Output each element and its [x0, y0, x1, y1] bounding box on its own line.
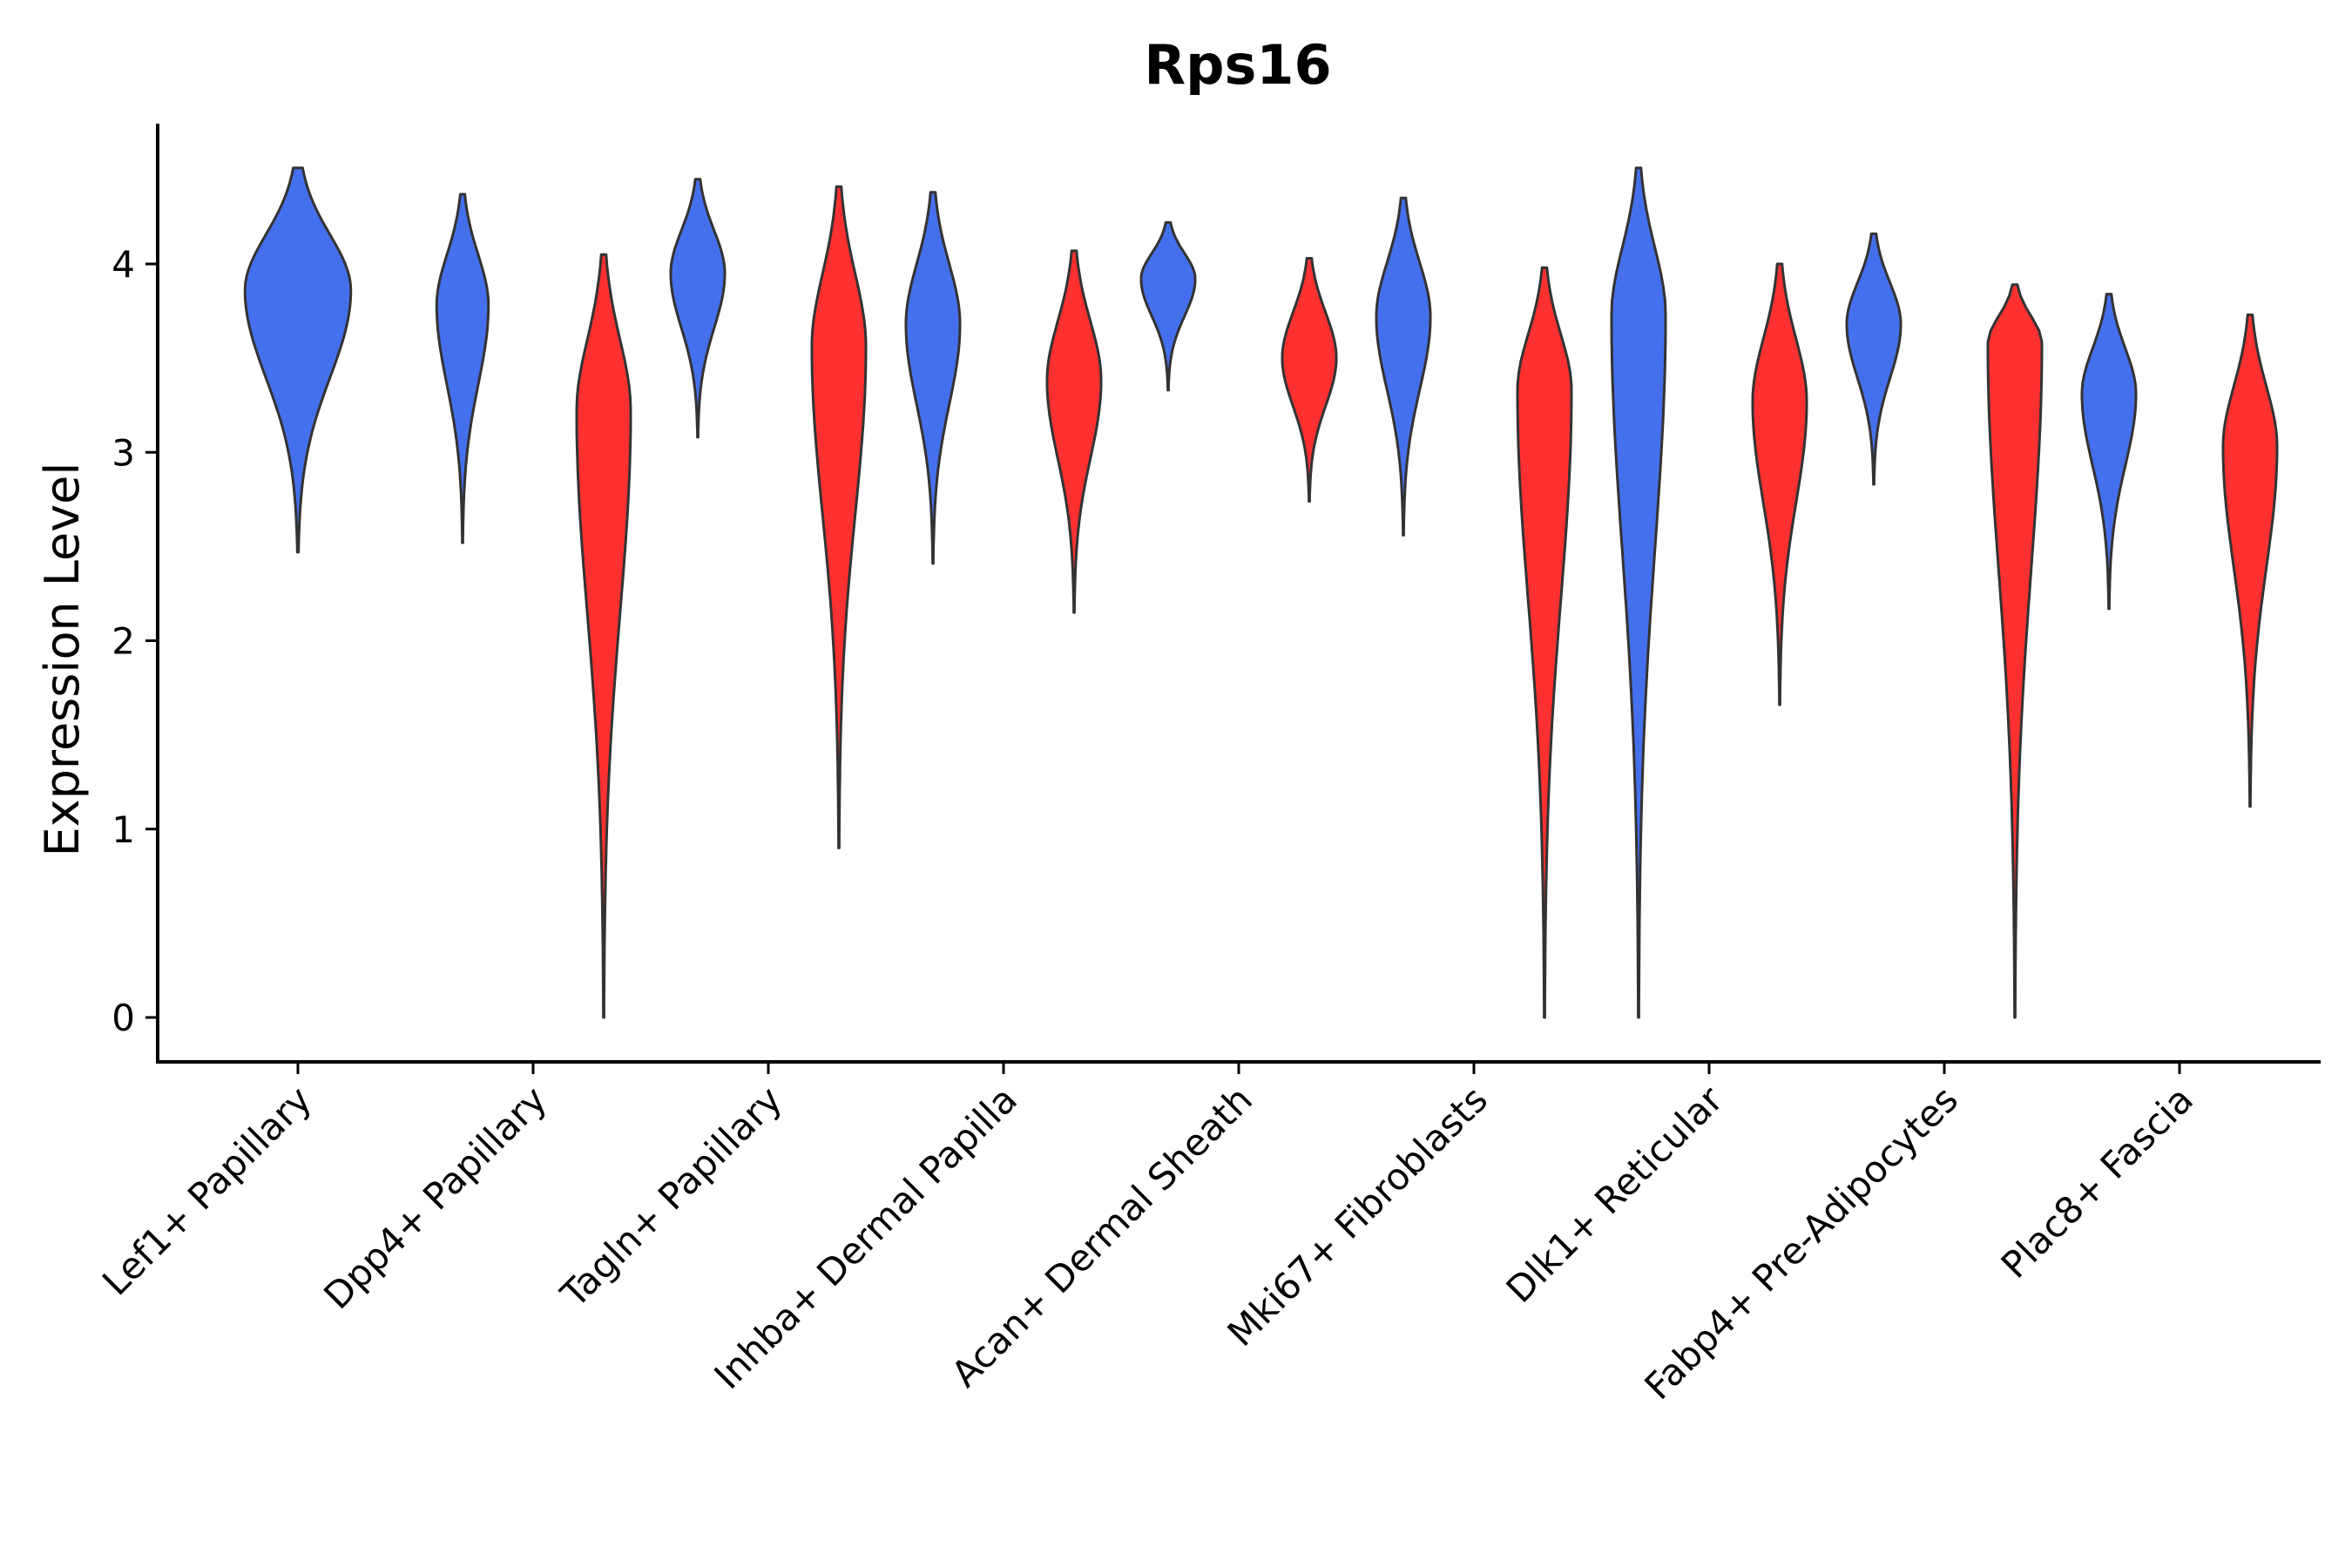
violin-1-1 [575, 253, 632, 1019]
violin-1-0 [435, 193, 490, 544]
violin-7-1 [1986, 283, 2044, 1019]
violin-2-0 [669, 178, 727, 439]
chart-title: Rps16 [1144, 33, 1331, 97]
violin-8-0 [2080, 293, 2138, 611]
violin-8-1 [2221, 313, 2279, 808]
y-tick-label: 4 [112, 243, 135, 286]
violin-4-0 [1139, 220, 1197, 392]
violin-6-1 [1751, 262, 1808, 706]
violins-group [243, 166, 2279, 1019]
violin-0-0 [243, 166, 353, 554]
violin-5-0 [1375, 196, 1432, 537]
violin-5-1 [1516, 266, 1573, 1019]
x-category-label: Lef1+ Papillary [94, 1078, 320, 1303]
violin-7-0 [1845, 232, 1903, 486]
y-tick-label: 2 [112, 620, 135, 663]
x-category-label: Mki67+ Fibroblasts [1220, 1078, 1496, 1354]
x-category-label: Dpp4+ Papillary [315, 1078, 555, 1317]
violin-3-1 [1045, 249, 1103, 614]
violin-2-1 [810, 185, 868, 849]
violin-4-1 [1281, 257, 1338, 503]
x-category-label: Tagln+ Papillary [552, 1078, 790, 1315]
violin-3-0 [904, 191, 962, 565]
y-tick-label: 1 [112, 808, 135, 851]
y-axis-label: Expression Level [35, 463, 90, 857]
violin-6-0 [1610, 166, 1667, 1019]
x-category-label: Plac8+ Fascia [1993, 1078, 2201, 1286]
y-tick-label: 3 [112, 431, 135, 474]
y-ticks-group: 0 1 2 3 4 [112, 243, 158, 1039]
x-category-label: Dlk1+ Reticular [1498, 1078, 1732, 1311]
y-tick-label: 0 [112, 997, 135, 1039]
